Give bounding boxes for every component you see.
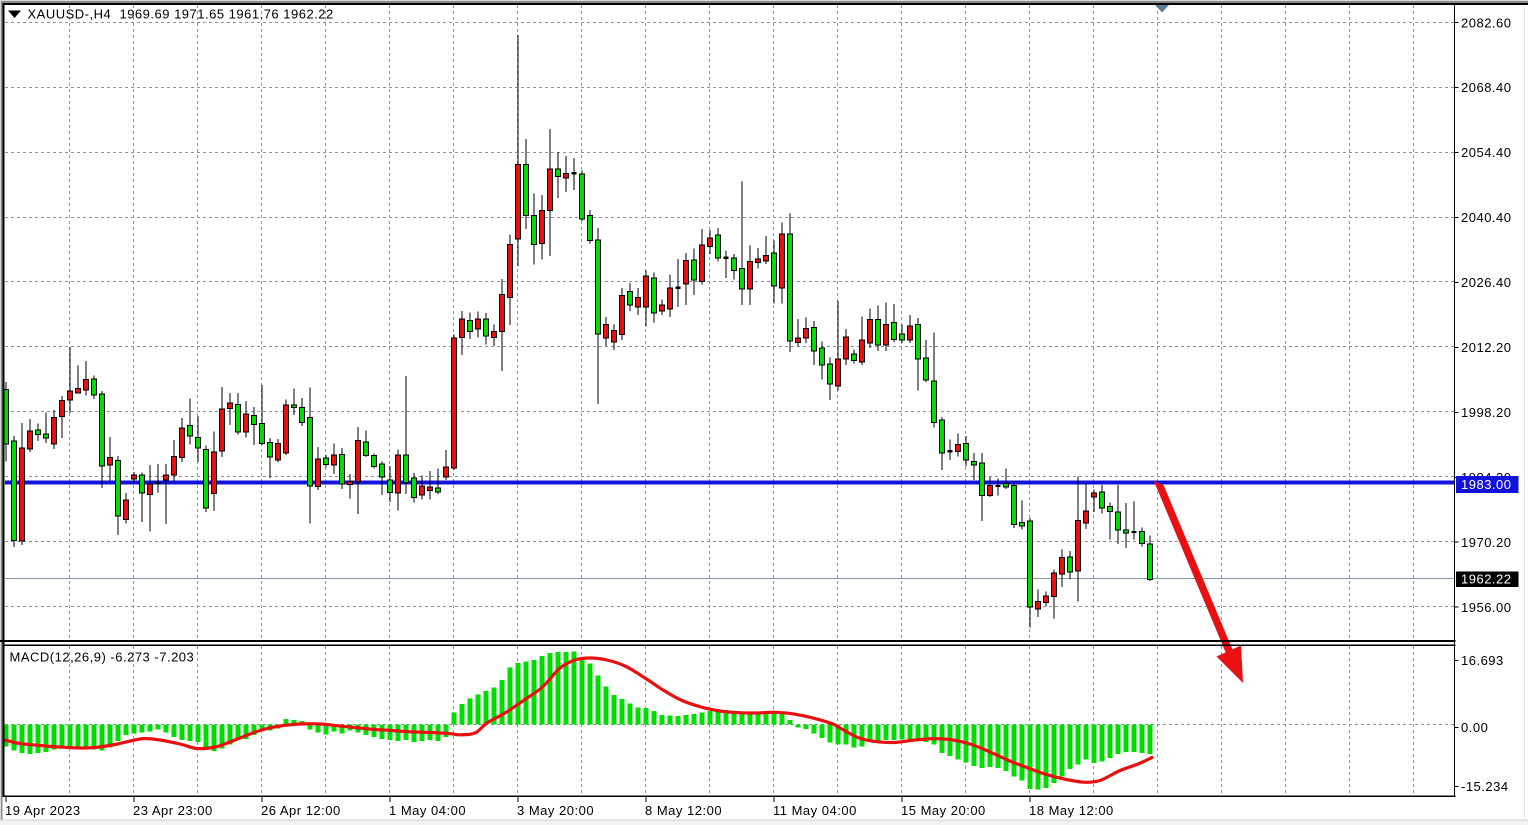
svg-text:23 Apr 23:00: 23 Apr 23:00 — [133, 803, 213, 818]
svg-text:1970.20: 1970.20 — [1461, 535, 1512, 550]
svg-text:18 May 12:00: 18 May 12:00 — [1029, 803, 1114, 818]
svg-text:2068.40: 2068.40 — [1461, 80, 1512, 95]
svg-text:2012.20: 2012.20 — [1461, 340, 1512, 355]
svg-text:1983.00: 1983.00 — [1461, 477, 1512, 492]
svg-text:2040.40: 2040.40 — [1461, 210, 1512, 225]
svg-text:3 May 20:00: 3 May 20:00 — [517, 803, 594, 818]
svg-text:1998.20: 1998.20 — [1461, 405, 1512, 420]
svg-text:11 May 04:00: 11 May 04:00 — [773, 803, 857, 818]
svg-text:1 May 04:00: 1 May 04:00 — [389, 803, 466, 818]
svg-text:26 Apr 12:00: 26 Apr 12:00 — [261, 803, 341, 818]
svg-text:-15.234: -15.234 — [1461, 779, 1509, 794]
svg-text:1956.00: 1956.00 — [1461, 600, 1512, 615]
svg-text:19 Apr 2023: 19 Apr 2023 — [5, 803, 81, 818]
svg-text:1962.22: 1962.22 — [1461, 572, 1512, 587]
svg-text:16.693: 16.693 — [1461, 653, 1504, 668]
svg-text:15 May 20:00: 15 May 20:00 — [901, 803, 986, 818]
svg-text:XAUUSD-,H4 1969.69 1971.65 19: XAUUSD-,H4 1969.69 1971.65 1961.76 1962.… — [28, 7, 334, 22]
svg-text:2026.40: 2026.40 — [1461, 275, 1512, 290]
svg-text:0.00: 0.00 — [1461, 720, 1488, 735]
svg-text:MACD(12,26,9) -6.273 -7.203: MACD(12,26,9) -6.273 -7.203 — [10, 650, 195, 665]
svg-text:2082.60: 2082.60 — [1461, 15, 1512, 30]
svg-text:2054.40: 2054.40 — [1461, 145, 1512, 160]
svg-text:8 May 12:00: 8 May 12:00 — [645, 803, 722, 818]
